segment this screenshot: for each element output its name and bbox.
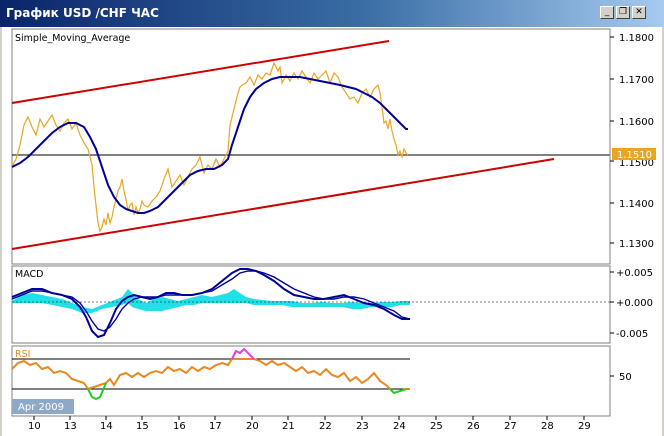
rsi-oversold-segment-2 (389, 388, 407, 395)
day-tick-label: 25 (430, 421, 443, 432)
day-tick-label: 24 (393, 421, 406, 432)
rsi-label: RSI (15, 349, 30, 360)
time-axis: 10 13 14 15 16 17 20 21 22 23 24 25 26 2… (28, 416, 591, 432)
price-tick-label: 1.1700 (619, 75, 654, 86)
price-tick-label: 1.1600 (619, 117, 654, 128)
day-tick-label: 23 (356, 421, 369, 432)
day-tick-label: 13 (64, 421, 77, 432)
window-titlebar: График USD /CHF ЧАС _ ❐ ✕ (0, 0, 664, 27)
price-series-line (11, 61, 409, 233)
lower-channel-line[interactable] (11, 158, 555, 250)
period-label: Apr 2009 (18, 402, 64, 413)
main-price-panel[interactable] (11, 28, 611, 265)
period-badge (12, 399, 74, 414)
chart-area[interactable]: 1.1800 1.1700 1.1600 1.1500 1.1400 1.130… (2, 27, 662, 436)
day-tick-label: 28 (541, 421, 554, 432)
price-tick-label: 1.1800 (619, 33, 654, 44)
macd-tick-label: -0.005 (616, 329, 648, 340)
day-tick-label: 22 (319, 421, 332, 432)
day-tick-label: 29 (578, 421, 591, 432)
day-tick-label: 17 (209, 421, 222, 432)
day-tick-label: 15 (136, 421, 149, 432)
current-price-tag-text: 1.1510 (617, 150, 652, 161)
window-title: График USD /CHF ЧАС (6, 6, 159, 20)
macd-tick-label: +0.000 (616, 298, 653, 309)
rsi-panel[interactable] (11, 345, 611, 417)
rsi-overbought-segment (231, 347, 255, 360)
price-tick-label: 1.1500 (619, 158, 654, 169)
price-tick-label: 1.1400 (619, 199, 654, 210)
macd-label: MACD (15, 269, 43, 280)
day-tick-label: 10 (28, 421, 41, 432)
rsi-line (11, 358, 391, 391)
day-tick-label: 21 (282, 421, 295, 432)
day-tick-label: 20 (246, 421, 259, 432)
chart-svg[interactable]: 1.1800 1.1700 1.1600 1.1500 1.1400 1.130… (2, 27, 662, 436)
upper-channel-line[interactable] (11, 40, 390, 104)
indicator-label: Simple_Moving_Average (15, 33, 130, 44)
rsi-tick-label: 50 (619, 372, 632, 383)
day-tick-label: 14 (100, 421, 113, 432)
close-button[interactable]: ✕ (632, 6, 646, 19)
day-tick-label: 16 (173, 421, 186, 432)
macd-signal-line (11, 270, 411, 332)
price-tick-label: 1.1300 (619, 239, 654, 250)
restore-icon: ❐ (618, 7, 628, 17)
day-tick-label: 27 (504, 421, 517, 432)
macd-tick-label: +0.005 (616, 268, 653, 279)
restore-button[interactable]: ❐ (616, 6, 630, 19)
current-price-tag (612, 148, 656, 160)
moving-average-line (11, 76, 408, 214)
minimize-button[interactable]: _ (600, 6, 614, 19)
macd-histogram (12, 289, 410, 313)
rsi-oversold-segment (87, 382, 107, 401)
minimize-icon: _ (604, 7, 610, 17)
day-tick-label: 26 (467, 421, 480, 432)
close-icon: ✕ (635, 7, 643, 17)
